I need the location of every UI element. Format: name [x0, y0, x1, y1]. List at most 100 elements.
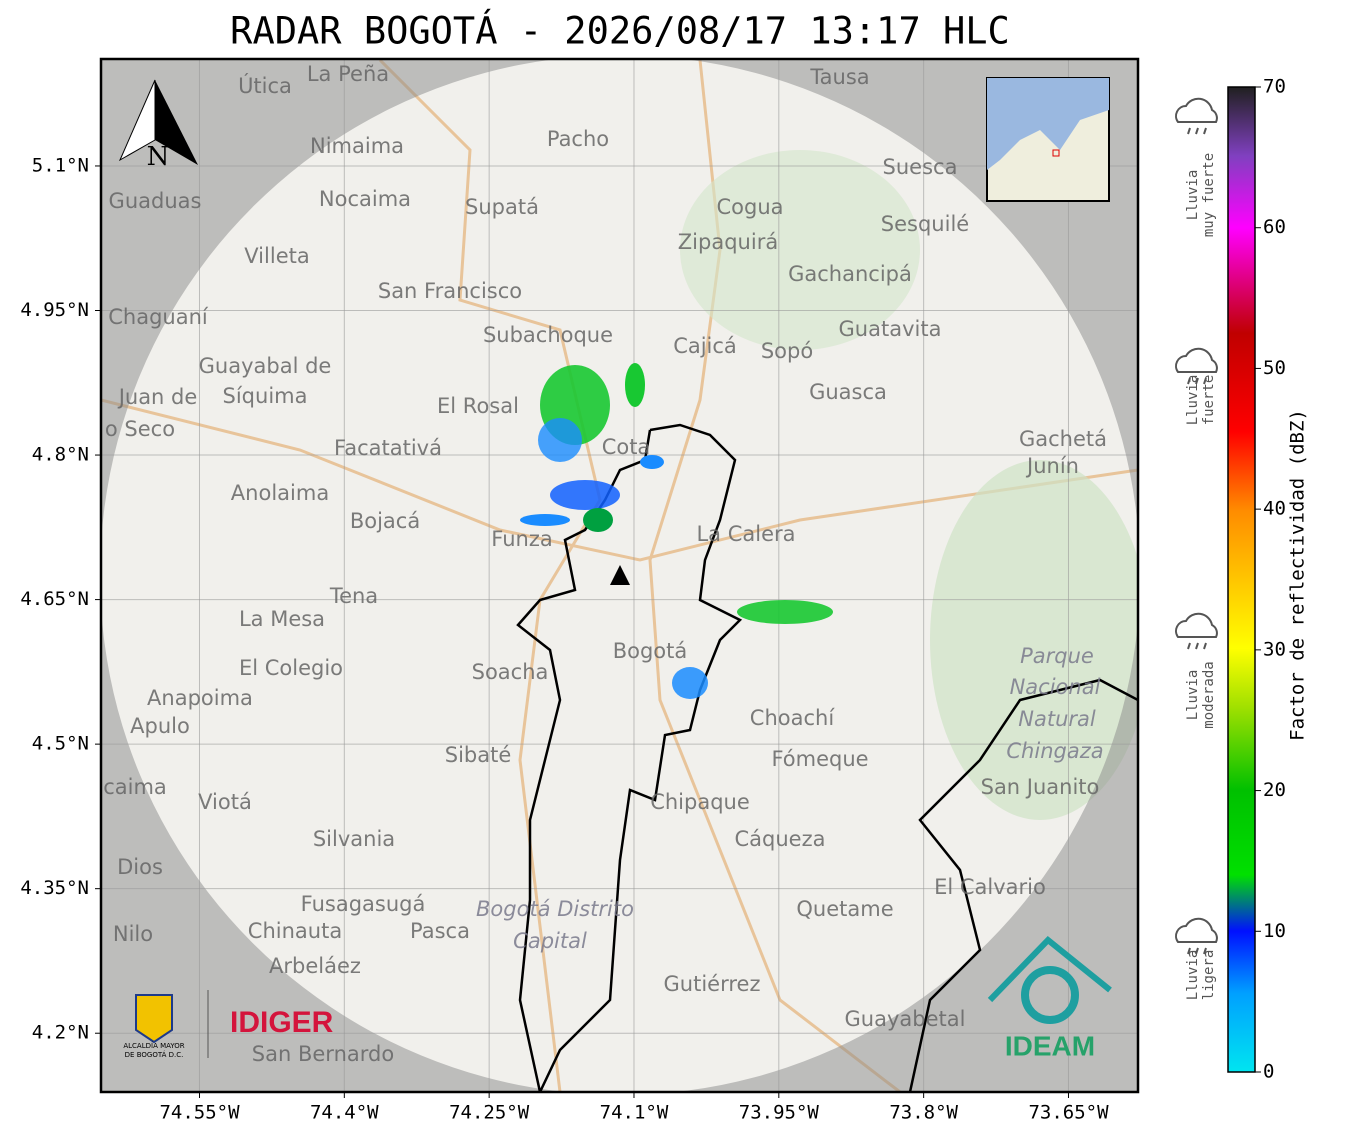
place-label: Fómeque: [771, 747, 868, 771]
forest: [680, 150, 920, 350]
place-label: Bogotá Distrito: [476, 897, 634, 921]
department-boundary: [908, 678, 1138, 1092]
place-label: Choachí: [750, 706, 836, 730]
y-tick-label: 4.2°N: [32, 1022, 89, 1044]
place-label: Villeta: [244, 244, 309, 268]
place-label: Guatavita: [839, 317, 942, 341]
echo: [640, 455, 664, 469]
x-tick-label: 74.1°W: [600, 1102, 669, 1124]
place-label: Anapoima: [147, 686, 253, 710]
title: RADAR BOGOTÁ - 2026/08/17 13:17 HLC: [230, 9, 1010, 53]
place-label: San Francisco: [378, 279, 522, 303]
legend-label: muy fuerte: [1201, 153, 1217, 237]
rain-drops: [1187, 377, 1207, 385]
place-label: Suesca: [883, 155, 958, 179]
place-label: Viotá: [198, 790, 252, 814]
place-label: Chipaque: [650, 790, 750, 814]
place-label: Quetame: [796, 897, 893, 921]
place-label: La Calera: [696, 522, 795, 546]
place-label: Apulo: [130, 714, 190, 738]
rain-icon: [1175, 612, 1218, 638]
radar-echoes: [520, 363, 833, 699]
place-label: Bojacá: [350, 509, 420, 533]
colorbar-tick-label: 30: [1263, 638, 1286, 660]
place-label: caima: [103, 775, 167, 799]
place-label: Natural: [1018, 707, 1096, 731]
place-label: Guayabetal: [845, 1007, 966, 1031]
x-tick-label: 73.95°W: [739, 1102, 820, 1124]
y-tick-label: 4.35°N: [20, 877, 89, 899]
place-label: Cogua: [716, 195, 783, 219]
place-label: Pasca: [410, 919, 470, 943]
x-tick-label: 73.65°W: [1028, 1102, 1109, 1124]
place-label: Funza: [491, 527, 552, 551]
colorbar-tick-label: 70: [1263, 76, 1286, 98]
place-label: Gutiérrez: [664, 972, 761, 996]
place-label: Chingaza: [1006, 739, 1103, 763]
echo: [672, 667, 708, 699]
legend-item: Lluvia fuerte: [1175, 347, 1218, 426]
colorbar: [1227, 86, 1256, 1073]
logo-idiger: IDIGER: [230, 1006, 334, 1039]
place-label: Gachancipá: [788, 262, 912, 286]
place-label: Supatá: [465, 195, 539, 219]
place-label: Cajicá: [673, 334, 737, 358]
place-label: Chaguaní: [108, 305, 209, 329]
legend-item: Lluvia muy fuerte: [1175, 97, 1218, 237]
x-tick-label: 74.55°W: [159, 1102, 240, 1124]
rain-drops: [1187, 642, 1207, 650]
place-label: Soacha: [472, 660, 549, 684]
place-label: Cáqueza: [735, 827, 826, 851]
place-label: San Bernardo: [252, 1042, 394, 1066]
place-label: Fusagasugá: [301, 892, 426, 916]
rain-icon: [1175, 97, 1218, 123]
place-label: Pacho: [547, 127, 609, 151]
legend-label: ligera: [1201, 950, 1217, 1001]
place-label: Juan de: [117, 385, 198, 409]
place-label: Cota: [602, 435, 651, 459]
place-label: Chinauta: [248, 919, 342, 943]
echo: [520, 514, 570, 526]
place-label: Tena: [329, 584, 378, 608]
colorbar-tick-label: 0: [1263, 1061, 1274, 1083]
place-label: El Rosal: [437, 394, 519, 418]
echo: [538, 418, 582, 462]
place-label: Capital: [513, 929, 587, 953]
colorbar-label: Factor de reflectividad (dBZ): [1287, 409, 1309, 741]
rain-icon: [1175, 347, 1218, 373]
place-label: Sesquilé: [881, 212, 969, 236]
rain-drops: [1187, 127, 1207, 135]
place-label: Silvania: [313, 827, 395, 851]
rain-drops: [1187, 947, 1207, 955]
north-arrow: [155, 80, 198, 165]
place-label: Bogotá: [613, 639, 688, 663]
place-label: Útica: [238, 73, 292, 98]
x-tick-label: 74.4°W: [310, 1102, 379, 1124]
y-tick-label: 4.5°N: [32, 733, 89, 755]
district-boundary: [516, 429, 652, 1092]
colorbar-tick-label: 40: [1263, 498, 1286, 520]
inset-sea: [987, 78, 1109, 170]
place-label: Nocaima: [319, 187, 411, 211]
logo-text: DE BOGOTÁ D.C.: [125, 1050, 184, 1059]
place-label: Guaduas: [109, 189, 202, 213]
place-label: Nacional: [1010, 675, 1101, 699]
legend-label: Lluvia: [1185, 170, 1201, 221]
ideam-logo: [987, 935, 1112, 1003]
logo-text: ALCALDÍA MAYOR: [123, 1041, 184, 1050]
place-label: El Calvario: [934, 875, 1046, 899]
colorbar-tick-label: 20: [1263, 779, 1286, 801]
echo: [737, 600, 833, 624]
legend-label: Lluvia: [1185, 375, 1201, 426]
echo: [625, 363, 645, 407]
place-label: Parque: [1020, 644, 1094, 668]
y-tick-label: 4.8°N: [32, 444, 89, 466]
place-label: El Colegio: [239, 656, 343, 680]
legend-label: Lluvia: [1185, 950, 1201, 1001]
x-tick-label: 73.8°W: [889, 1102, 958, 1124]
place-label: Sibaté: [445, 743, 512, 767]
place-label: Arbeláez: [269, 954, 361, 978]
rain-icon: [1175, 917, 1218, 943]
place-label: Tausa: [809, 65, 869, 89]
